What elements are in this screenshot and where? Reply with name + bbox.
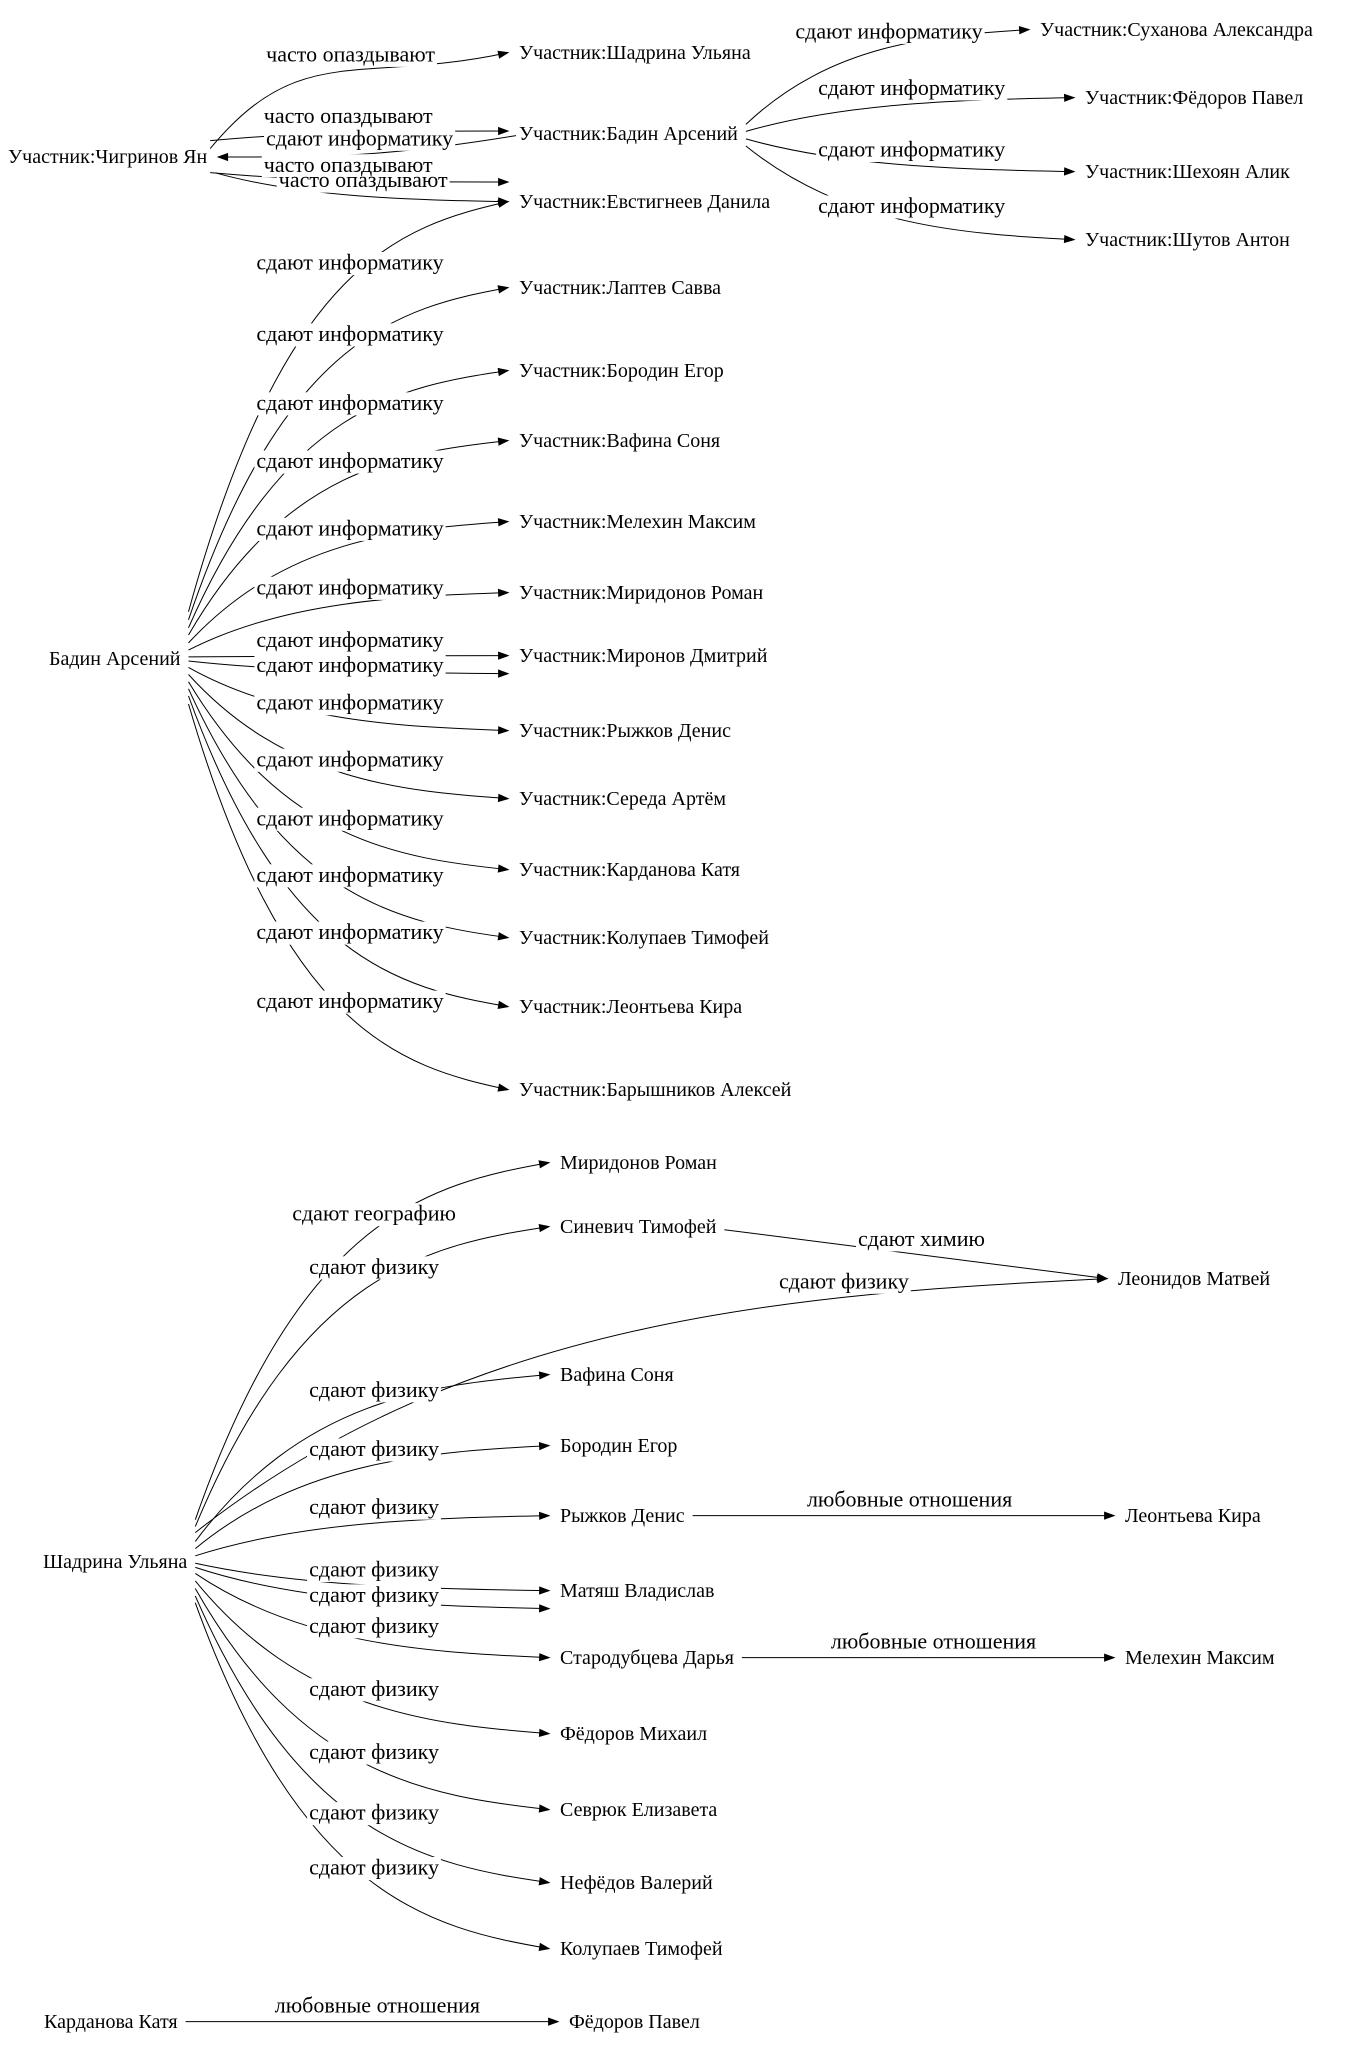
svg-text:Фёдоров Павел: Фёдоров Павел: [569, 2011, 700, 2033]
svg-text:часто опаздывают: часто опаздывают: [264, 152, 433, 177]
svg-text:любовные отношения: любовные отношения: [275, 1993, 480, 2018]
svg-text:сдают информатику: сдают информатику: [256, 627, 443, 652]
svg-text:Колупаев Тимофей: Колупаев Тимофей: [560, 1938, 723, 1960]
svg-text:Участник:Карданова Катя: Участник:Карданова Катя: [519, 859, 740, 881]
svg-text:Участник:Рыжков Денис: Участник:Рыжков Денис: [519, 720, 731, 742]
svg-text:сдают физику: сдают физику: [309, 1582, 439, 1607]
svg-text:Мелехин Максим: Мелехин Максим: [1125, 1647, 1275, 1669]
svg-text:сдают физику: сдают физику: [309, 1855, 439, 1880]
svg-text:Рыжков Денис: Рыжков Денис: [560, 1505, 685, 1527]
svg-text:сдают физику: сдают физику: [309, 1557, 439, 1582]
svg-text:сдают физику: сдают физику: [309, 1494, 439, 1519]
svg-text:Участник:Вафина Соня: Участник:Вафина Соня: [519, 430, 720, 452]
svg-text:сдают физику: сдают физику: [309, 1436, 439, 1461]
svg-text:Бадин Арсений: Бадин Арсений: [49, 648, 181, 670]
svg-text:Участник:Бородин Егор: Участник:Бородин Егор: [519, 360, 724, 382]
svg-text:Севрюк Елизавета: Севрюк Елизавета: [560, 1799, 717, 1821]
svg-text:Участник:Фёдоров Павел: Участник:Фёдоров Павел: [1085, 87, 1303, 109]
svg-text:Нефёдов Валерий: Нефёдов Валерий: [560, 1872, 713, 1894]
svg-text:сдают информатику: сдают информатику: [256, 919, 443, 944]
svg-text:Фёдоров Михаил: Фёдоров Михаил: [560, 1723, 707, 1745]
svg-text:сдают физику: сдают физику: [779, 1268, 909, 1293]
svg-text:сдают химию: сдают химию: [858, 1226, 985, 1251]
svg-text:Вафина Соня: Вафина Соня: [560, 1364, 674, 1386]
svg-text:Участник:Колупаев Тимофей: Участник:Колупаев Тимофей: [519, 927, 769, 949]
svg-text:Участник:Суханова Александра: Участник:Суханова Александра: [1040, 19, 1313, 41]
svg-text:Участник:Барышников Алексей: Участник:Барышников Алексей: [519, 1079, 792, 1101]
svg-text:сдают информатику: сдают информатику: [256, 250, 443, 275]
svg-text:сдают физику: сдают физику: [309, 1377, 439, 1402]
svg-text:Шадрина Ульяна: Шадрина Ульяна: [43, 1551, 187, 1573]
svg-text:сдают информатику: сдают информатику: [818, 193, 1005, 218]
svg-text:сдают информатику: сдают информатику: [256, 746, 443, 771]
svg-text:сдают информатику: сдают информатику: [256, 805, 443, 830]
svg-text:Участник:Миридонов Роман: Участник:Миридонов Роман: [519, 582, 764, 604]
svg-text:Участник:Бадин Арсений: Участник:Бадин Арсений: [519, 123, 738, 145]
svg-text:сдают физику: сдают физику: [309, 1739, 439, 1764]
svg-text:сдают информатику: сдают информатику: [795, 18, 982, 43]
svg-text:Стародубцева Дарья: Стародубцева Дарья: [560, 1647, 734, 1669]
svg-text:сдают информатику: сдают информатику: [256, 862, 443, 887]
svg-text:Леонидов Матвей: Леонидов Матвей: [1118, 1268, 1270, 1290]
svg-text:Участник:Шехоян Алик: Участник:Шехоян Алик: [1085, 161, 1290, 183]
svg-text:сдают информатику: сдают информатику: [266, 125, 453, 150]
svg-text:сдают информатику: сдают информатику: [256, 515, 443, 540]
svg-text:сдают информатику: сдают информатику: [256, 690, 443, 715]
svg-text:сдают информатику: сдают информатику: [256, 321, 443, 346]
svg-text:Синевич Тимофей: Синевич Тимофей: [560, 1216, 717, 1238]
svg-text:сдают географию: сдают географию: [292, 1201, 456, 1226]
svg-text:Участник:Мелехин Максим: Участник:Мелехин Максим: [519, 511, 756, 533]
svg-text:Участник:Шутов Антон: Участник:Шутов Антон: [1085, 229, 1290, 251]
svg-text:сдают физику: сдают физику: [309, 1676, 439, 1701]
svg-text:Участник:Чигринов Ян: Участник:Чигринов Ян: [8, 146, 207, 168]
svg-text:сдают информатику: сдают информатику: [818, 75, 1005, 100]
svg-text:Участник:Середа Артём: Участник:Середа Артём: [519, 788, 726, 810]
svg-text:Карданова Катя: Карданова Катя: [44, 2011, 178, 2033]
svg-text:Участник:Лаптев Савва: Участник:Лаптев Савва: [519, 277, 721, 299]
svg-text:любовные отношения: любовные отношения: [831, 1629, 1036, 1654]
svg-text:сдают информатику: сдают информатику: [256, 448, 443, 473]
svg-text:Участник:Шадрина Ульяна: Участник:Шадрина Ульяна: [519, 42, 751, 64]
svg-text:сдают информатику: сдают информатику: [256, 574, 443, 599]
svg-text:сдают информатику: сдают информатику: [818, 137, 1005, 162]
svg-text:Леонтьева Кира: Леонтьева Кира: [1125, 1505, 1261, 1527]
svg-text:сдают информатику: сдают информатику: [256, 390, 443, 415]
svg-text:Участник:Евстигнеев Данила: Участник:Евстигнеев Данила: [519, 191, 770, 213]
svg-text:любовные отношения: любовные отношения: [807, 1487, 1012, 1512]
svg-text:часто опаздывают: часто опаздывают: [266, 41, 435, 66]
svg-text:сдают физику: сдают физику: [309, 1613, 439, 1638]
svg-text:сдают информатику: сдают информатику: [256, 652, 443, 677]
svg-text:сдают физику: сдают физику: [309, 1800, 439, 1825]
svg-text:сдают информатику: сдают информатику: [256, 988, 443, 1013]
svg-text:Бородин Егор: Бородин Егор: [560, 1435, 677, 1457]
svg-text:Миридонов Роман: Миридонов Роман: [560, 1152, 717, 1174]
svg-text:Участник:Миронов Дмитрий: Участник:Миронов Дмитрий: [519, 645, 768, 667]
svg-text:Участник:Леонтьева Кира: Участник:Леонтьева Кира: [519, 996, 742, 1018]
svg-text:Матяш Владислав: Матяш Владислав: [560, 1580, 714, 1602]
svg-text:сдают физику: сдают физику: [309, 1254, 439, 1279]
